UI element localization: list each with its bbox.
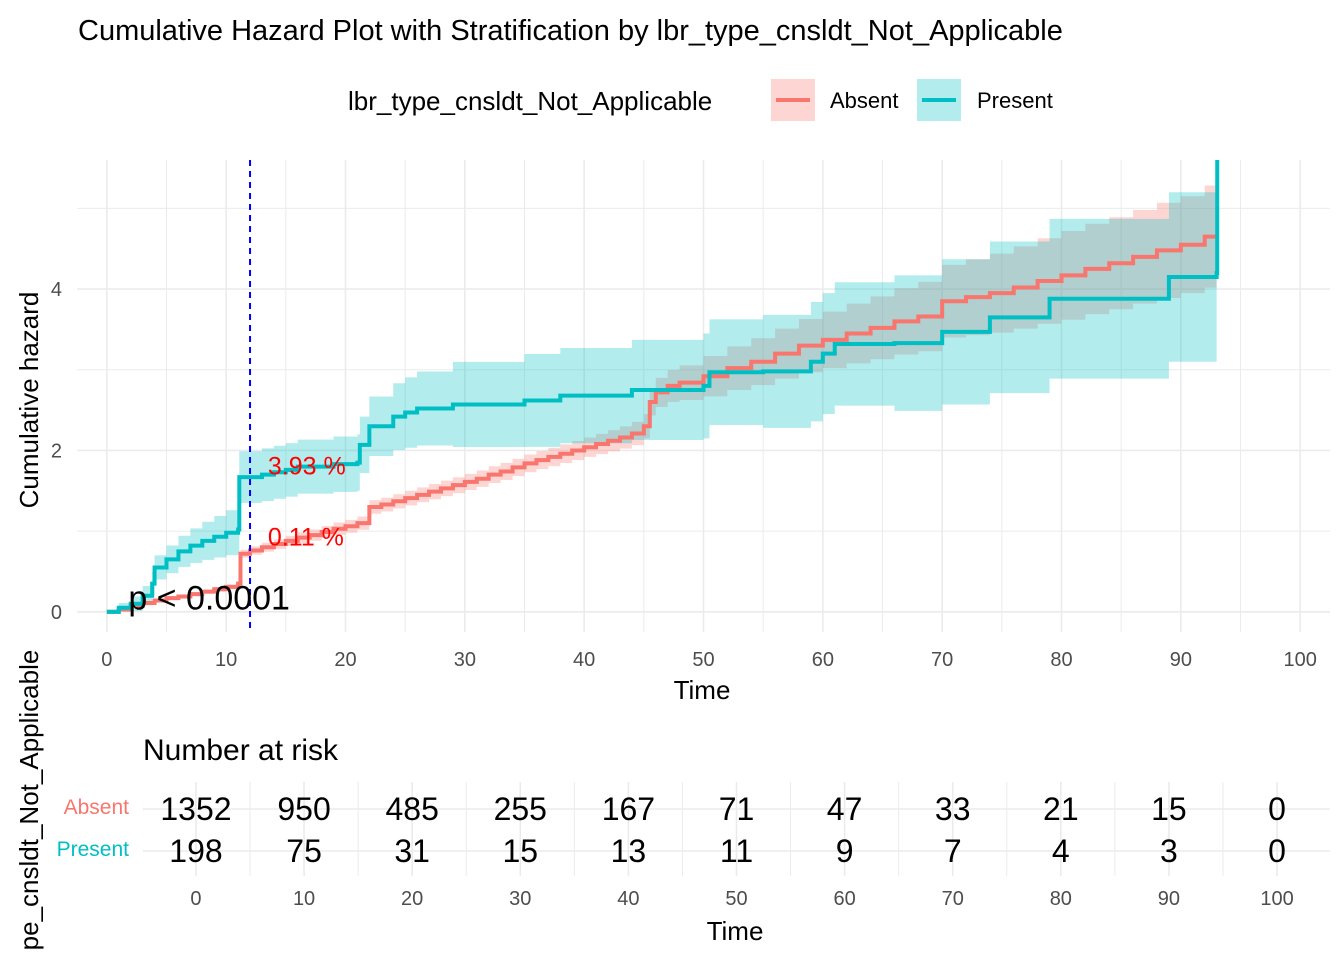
x-tick-label: 80 xyxy=(1050,649,1072,671)
x-tick-label: 50 xyxy=(692,649,714,671)
risk-row-label-absent: Absent xyxy=(64,796,130,819)
confidence-band-present xyxy=(106,184,1217,612)
risk-x-tick-label: 60 xyxy=(833,888,855,910)
legend-title: lbr_type_cnsldt_Not_Applicable xyxy=(348,86,712,116)
x-tick-label: 0 xyxy=(101,649,112,671)
y-tick-label: 0 xyxy=(51,602,62,624)
risk-cell-present: 75 xyxy=(286,833,322,869)
x-tick-label: 60 xyxy=(812,649,834,671)
risk-row-label-present: Present xyxy=(57,838,130,861)
risk-cell-present: 31 xyxy=(394,833,430,869)
plot-annotations: 3.93 % 0.11 % p < 0.0001 xyxy=(128,160,346,632)
risk-table-gridlines xyxy=(143,782,1330,876)
risk-cell-present: 4 xyxy=(1052,833,1070,869)
x-tick-label: 70 xyxy=(931,649,953,671)
risk-cell-present: 3 xyxy=(1160,833,1178,869)
percent-annotation: 0.11 % xyxy=(268,524,344,552)
hazard-line-present xyxy=(106,160,1220,614)
risk-cell-absent: 485 xyxy=(385,791,438,827)
x-tick-label: 40 xyxy=(573,649,595,671)
x-tick-label: 30 xyxy=(454,649,476,671)
risk-cell-absent: 71 xyxy=(719,791,755,827)
risk-cell-present: 13 xyxy=(611,833,647,869)
risk-cell-present: 11 xyxy=(720,833,753,869)
risk-cell-absent: 15 xyxy=(1151,791,1187,827)
risk-table: Number at risk 1352 950 485 255 167 71 47 33 21 1… xyxy=(14,650,1330,951)
risk-cell-present: 9 xyxy=(836,833,854,869)
hazard-curves xyxy=(106,160,1220,614)
legend: lbr_type_cnsldt_Not_Applicable Absent Pr… xyxy=(348,79,1053,121)
risk-cell-absent: 47 xyxy=(827,791,863,827)
legend-label-present: Present xyxy=(977,88,1053,113)
risk-x-tick-label: 20 xyxy=(401,888,423,910)
risk-x-tick-label: 90 xyxy=(1158,888,1180,910)
risk-cell-absent: 33 xyxy=(935,791,971,827)
risk-x-tick-label: 40 xyxy=(617,888,639,910)
risk-cell-present: 15 xyxy=(502,833,538,869)
risk-x-tick-label: 70 xyxy=(942,888,964,910)
risk-cell-absent: 1352 xyxy=(160,791,231,827)
x-tick-label: 90 xyxy=(1170,649,1192,671)
risk-x-tick-label: 50 xyxy=(725,888,747,910)
risk-cell-absent: 950 xyxy=(277,791,330,827)
risk-cell-absent: 167 xyxy=(602,791,655,827)
risk-x-tick-label: 10 xyxy=(293,888,315,910)
risk-cell-absent: 255 xyxy=(494,791,547,827)
main-plot-gridlines xyxy=(77,160,1330,632)
risk-cell-present: 7 xyxy=(944,833,962,869)
hazard-line-absent xyxy=(106,234,1217,614)
risk-cell-present: 198 xyxy=(169,833,222,869)
risk-table-y-title: pe_cnsldt_Not_Applicable xyxy=(14,650,44,951)
y-tick-label: 4 xyxy=(51,279,62,301)
risk-x-tick-label: 0 xyxy=(190,888,201,910)
risk-cell-absent: 21 xyxy=(1043,791,1079,827)
legend-label-absent: Absent xyxy=(830,88,899,113)
x-tick-label: 10 xyxy=(215,649,237,671)
chart-title: Cumulative Hazard Plot with Stratificati… xyxy=(78,15,1063,47)
risk-table-x-ticks: 0 10 20 30 40 50 60 70 80 90 100 xyxy=(190,888,1293,910)
p-value-label: p < 0.0001 xyxy=(128,580,290,618)
risk-x-tick-label: 80 xyxy=(1050,888,1072,910)
y-axis-title: Cumulative hazard xyxy=(14,292,44,509)
x-tick-label: 20 xyxy=(334,649,356,671)
x-tick-label: 100 xyxy=(1283,649,1316,671)
risk-table-x-title: Time xyxy=(707,916,764,946)
main-plot-axes: 0 10 20 30 40 50 60 70 80 90 100 0 2 4 xyxy=(51,279,1317,671)
risk-x-tick-label: 100 xyxy=(1260,888,1293,910)
risk-x-tick-label: 30 xyxy=(509,888,531,910)
y-tick-label: 2 xyxy=(51,440,62,462)
risk-cell-present: 0 xyxy=(1268,833,1286,869)
risk-cell-absent: 0 xyxy=(1268,791,1286,827)
x-axis-title: Time xyxy=(674,675,731,705)
risk-table-title: Number at risk xyxy=(143,734,339,767)
percent-annotation: 3.93 % xyxy=(268,453,346,481)
